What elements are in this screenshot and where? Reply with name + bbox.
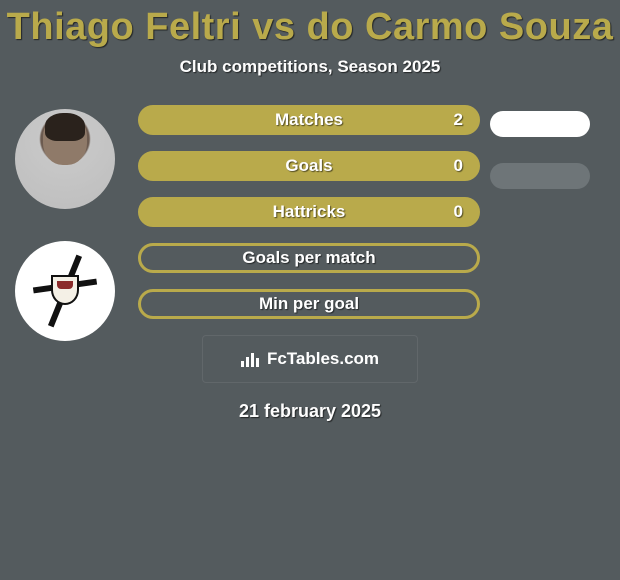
branding-badge[interactable]: FcTables.com	[202, 335, 418, 383]
stat-bar-matches: Matches 2	[138, 105, 480, 135]
stat-bar-min-per-goal: Min per goal	[138, 289, 480, 319]
comparison-pills	[490, 105, 602, 209]
page-subtitle: Club competitions, Season 2025	[0, 57, 620, 77]
stat-value: 2	[454, 108, 463, 132]
stat-bars: Matches 2 Goals 0 Hattricks 0 Goals per …	[138, 105, 480, 319]
stat-bar-hattricks: Hattricks 0	[138, 197, 480, 227]
stat-value: 0	[454, 154, 463, 178]
comparison-panel: Matches 2 Goals 0 Hattricks 0 Goals per …	[0, 105, 620, 319]
bars-icon	[241, 351, 259, 367]
page-title: Thiago Feltri vs do Carmo Souza	[0, 0, 620, 49]
club-crest	[15, 241, 115, 341]
footer-date: 21 february 2025	[0, 401, 620, 422]
stat-bar-goals: Goals 0	[138, 151, 480, 181]
stat-value: 0	[454, 200, 463, 224]
crest-icon	[33, 253, 97, 329]
stat-label: Hattricks	[141, 200, 477, 224]
player-avatar	[15, 109, 115, 209]
stat-label: Matches	[141, 108, 477, 132]
stat-label: Goals	[141, 154, 477, 178]
avatar-column	[10, 105, 120, 341]
stat-label: Min per goal	[141, 292, 477, 316]
stat-label: Goals per match	[141, 246, 477, 270]
branding-text: FcTables.com	[267, 349, 379, 369]
pill-player-2	[490, 163, 590, 189]
pill-player-1	[490, 111, 590, 137]
stat-bar-goals-per-match: Goals per match	[138, 243, 480, 273]
